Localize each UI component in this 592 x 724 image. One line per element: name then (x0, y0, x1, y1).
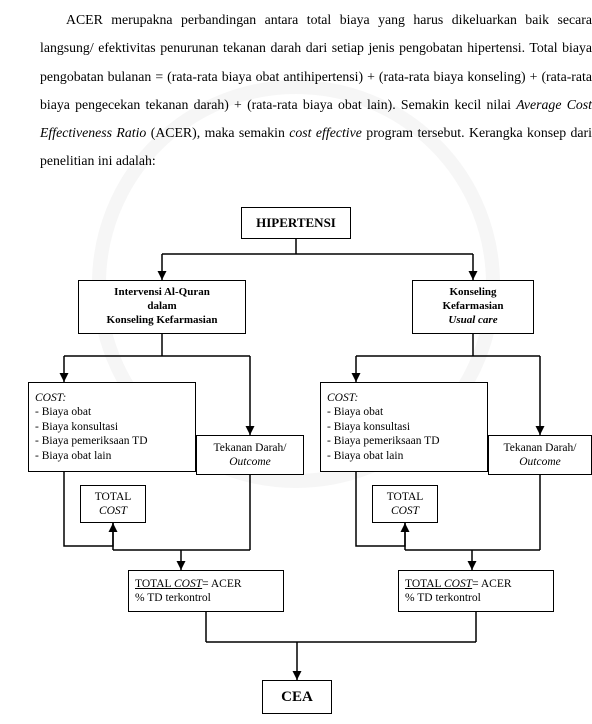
node-hipertensi: HIPERTENSI (241, 207, 351, 239)
node-cost_right: COST:- Biaya obat- Biaya konsultasi- Bia… (320, 382, 488, 472)
node-cost_left: COST:- Biaya obat- Biaya konsultasi- Bia… (28, 382, 196, 472)
node-intervensi: Intervensi Al-QurandalamKonseling Kefarm… (78, 280, 246, 334)
node-total_right: TOTALCOST (372, 485, 438, 523)
concept-diagram: HIPERTENSI Intervensi Al-QurandalamKonsel… (0, 190, 592, 724)
node-konseling: KonselingKefarmasianUsual care (412, 280, 534, 334)
node-total_left: TOTALCOST (80, 485, 146, 523)
intro-paragraph: ACER merupakna perbandingan antara total… (0, 0, 592, 176)
node-acer_left: TOTAL COST= ACER% TD terkontrol (128, 570, 284, 612)
node-acer_right: TOTAL COST= ACER% TD terkontrol (398, 570, 554, 612)
node-td_right: Tekanan Darah/Outcome (488, 435, 592, 475)
node-td_left: Tekanan Darah/Outcome (196, 435, 304, 475)
node-cea: CEA (262, 680, 332, 714)
